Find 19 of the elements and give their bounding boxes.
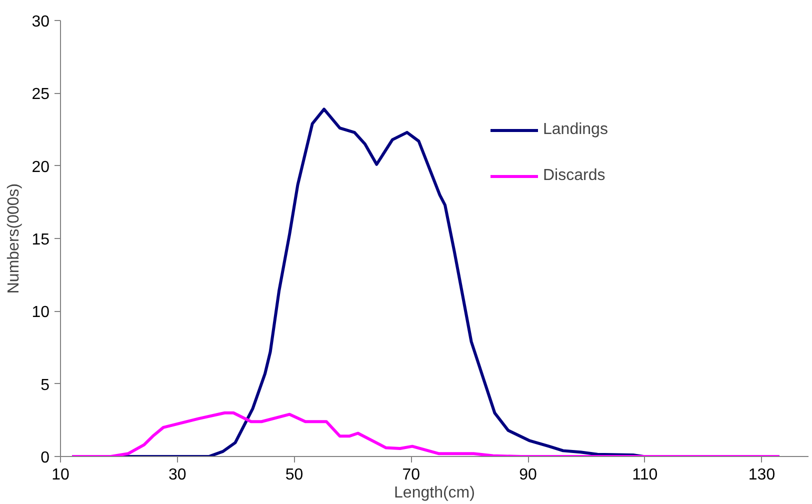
x-tick-label: 130 (748, 466, 776, 484)
x-tick-label: 110 (632, 466, 658, 484)
y-tick-label: 30 (32, 14, 50, 30)
x-tick-label: 90 (519, 466, 537, 484)
x-tick-label: 70 (402, 466, 420, 484)
y-tick-label: 0 (40, 450, 50, 466)
line-series (70, 411, 781, 456)
y-tick-label: 10 (32, 304, 50, 322)
y-tick-label: 5 (40, 376, 50, 394)
y-tick-label: 25 (32, 86, 50, 104)
x-tick-label: 50 (285, 466, 304, 484)
y-tick-label: 15 (32, 232, 50, 248)
x-tick-label: 30 (168, 466, 186, 484)
legend-label: Landings (543, 121, 608, 139)
legend-label: Discards (543, 167, 606, 185)
x-axis-title: Length(cm) (394, 484, 475, 502)
y-axis-title: Numbers(000s) (6, 183, 23, 294)
x-tick-label: 10 (52, 466, 70, 484)
y-tick-label: 20 (32, 158, 50, 176)
